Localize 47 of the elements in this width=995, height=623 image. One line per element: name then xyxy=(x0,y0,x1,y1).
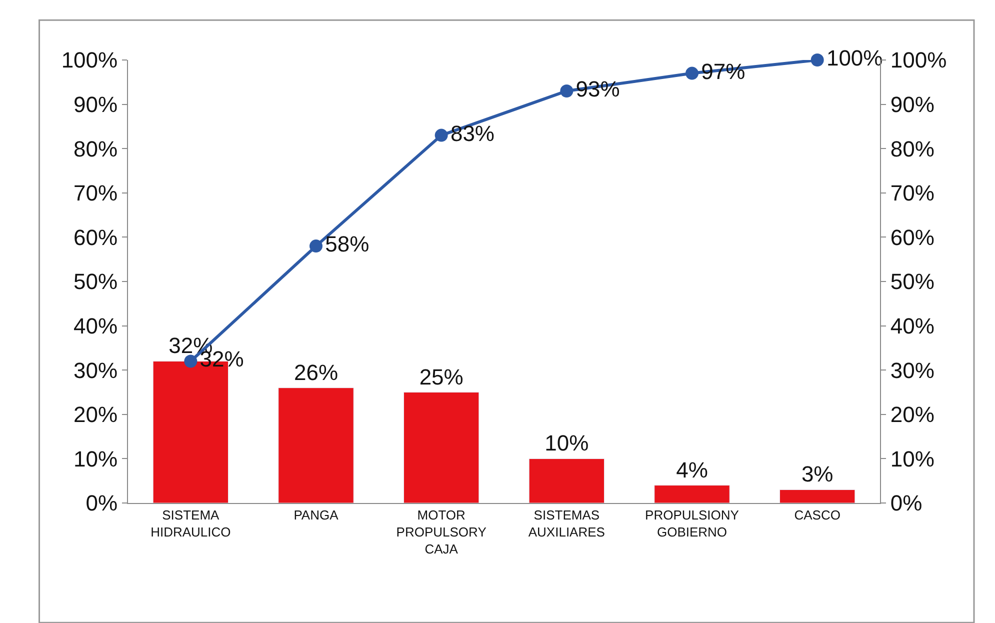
y-tick-label: 10% xyxy=(74,446,118,472)
y2-tick-label: 70% xyxy=(890,180,934,206)
bar xyxy=(654,485,730,503)
data-label: 26% xyxy=(294,360,338,385)
x-tick-label: CASCO xyxy=(794,508,840,523)
y2-tick-label: 100% xyxy=(890,48,947,73)
y2-tick-label: 90% xyxy=(890,92,934,117)
point xyxy=(810,54,824,66)
y2-tick-label: 10% xyxy=(890,446,934,472)
y-tick-label: 0% xyxy=(86,490,118,516)
point xyxy=(434,128,448,142)
y-tick-label: 30% xyxy=(74,358,118,383)
y-tick-label: 70% xyxy=(74,180,118,206)
x-tick-label: SISTEMA HIDRAULICO xyxy=(150,508,231,540)
y-tick-label: 60% xyxy=(74,224,118,250)
y-tick-label: 90% xyxy=(74,92,118,117)
x-tick-label: SISTEMAS AUXILIARES xyxy=(528,508,606,540)
bar xyxy=(278,388,354,503)
point xyxy=(184,354,198,368)
data-label: 100% xyxy=(826,46,883,70)
x-tick-label: MOTOR PROPULSORY CAJA xyxy=(396,508,487,556)
data-label: 3% xyxy=(801,462,834,487)
data-label: 58% xyxy=(325,232,370,257)
data-label: 25% xyxy=(419,364,464,390)
y2-tick-label: 80% xyxy=(890,136,934,162)
y2-tick-label: 20% xyxy=(890,402,934,428)
y-tick-label: 100% xyxy=(61,48,118,73)
y2-tick-label: 50% xyxy=(890,269,934,294)
bar xyxy=(779,489,856,503)
y-tick-label: 50% xyxy=(74,269,118,294)
bar xyxy=(403,392,480,503)
point xyxy=(560,84,574,98)
point xyxy=(686,66,698,80)
y2-tick-label: 30% xyxy=(890,358,934,383)
y2-tick-label: 0% xyxy=(890,490,922,516)
bar xyxy=(528,458,605,503)
x-tick-label: PROPULSIONY GOBIERNO xyxy=(645,508,740,540)
data-label: 83% xyxy=(450,120,494,146)
y2-tick-label: 40% xyxy=(890,314,934,338)
data-label: 10% xyxy=(544,430,589,456)
y-tick-label: 40% xyxy=(74,314,118,338)
x-tick-label: PANGA xyxy=(294,508,339,523)
y-tick-label: 80% xyxy=(74,136,118,162)
data-label: 4% xyxy=(676,457,708,482)
y2-tick-label: 60% xyxy=(890,224,934,250)
point xyxy=(310,240,322,253)
y-tick-label: 20% xyxy=(74,402,118,428)
